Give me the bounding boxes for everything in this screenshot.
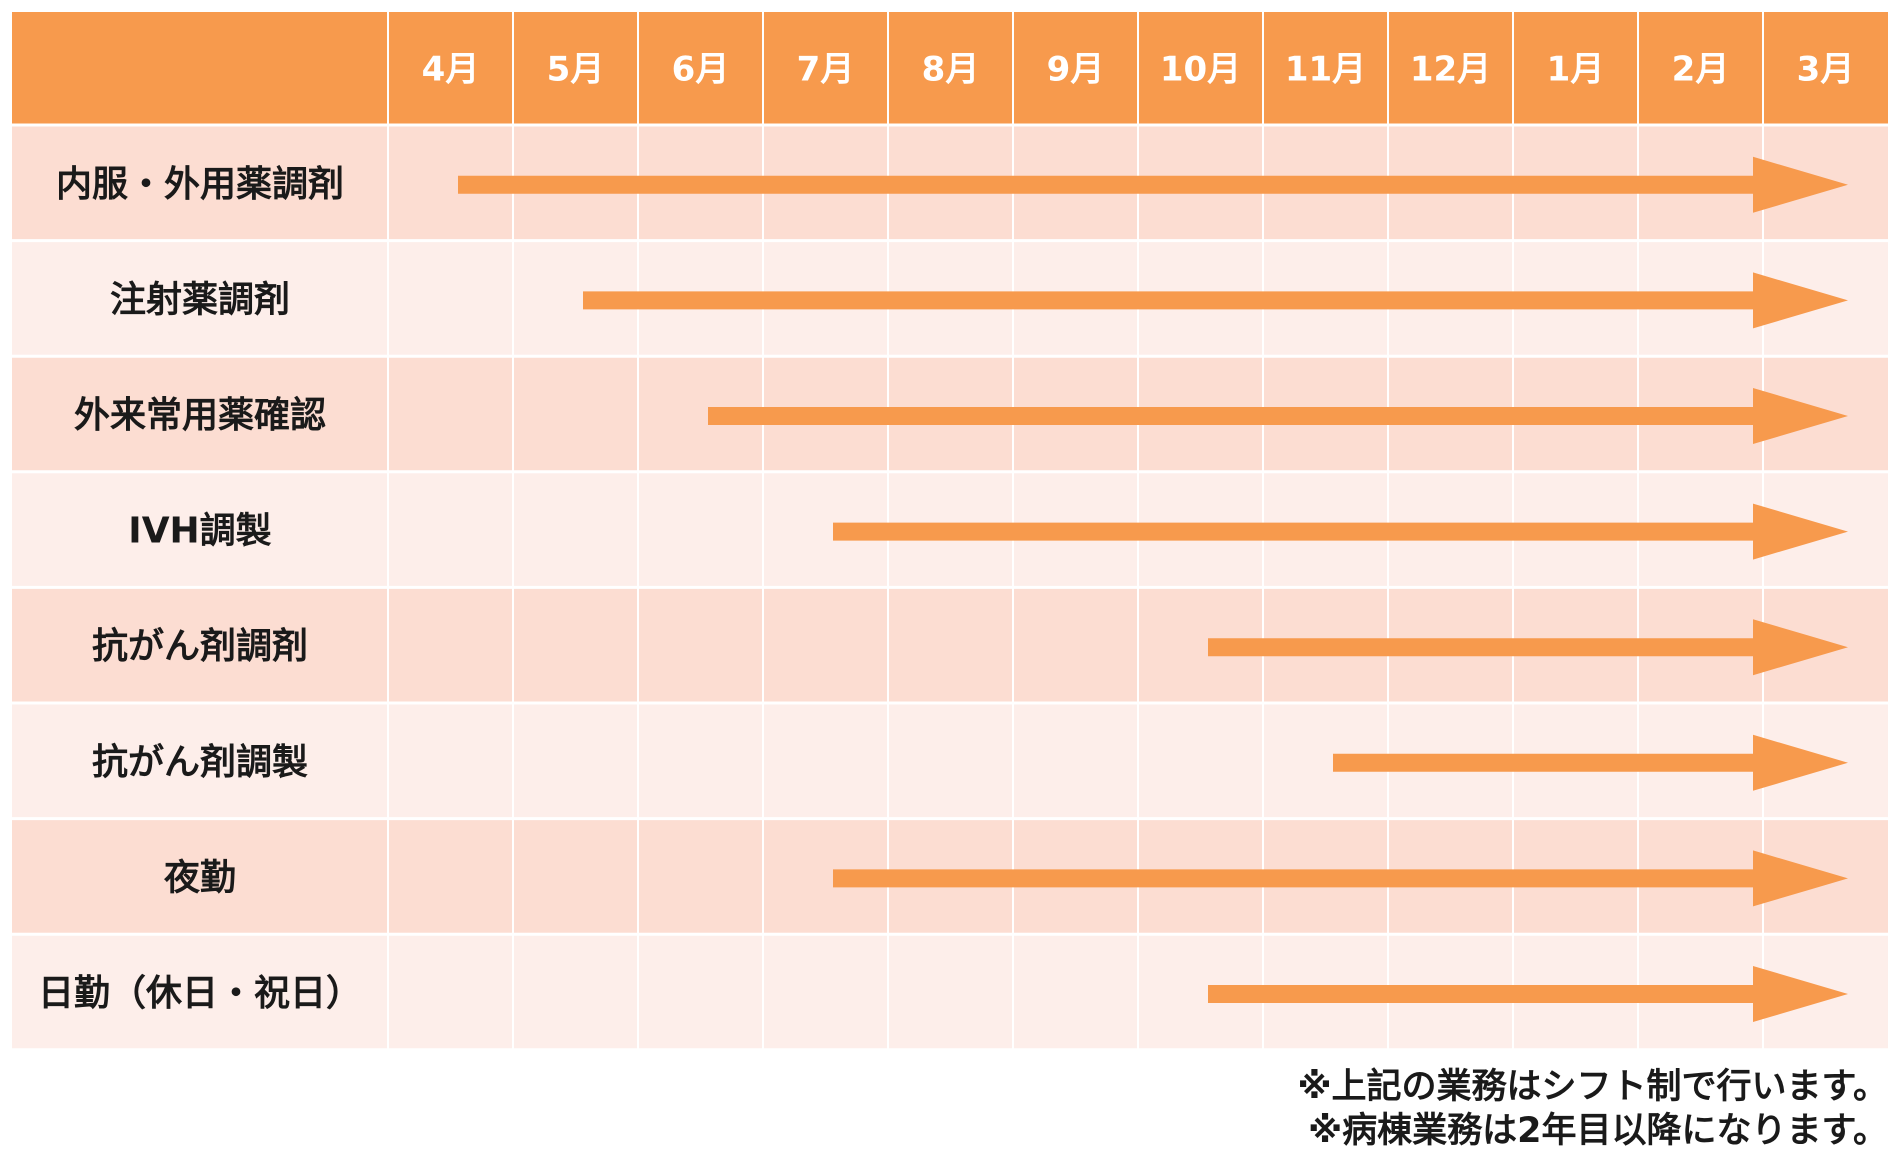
schedule-chart: 4月 5月 6月 7月 8月 9月 10月 11月 12月 1月 2月 3月 内服・外用薬調剤注射薬調…	[12, 12, 1888, 1052]
task-label: 日勤（休日・祝日）	[38, 973, 362, 1014]
month-label: 12月	[1410, 50, 1491, 90]
month-label: 2月	[1672, 50, 1730, 90]
task-arrows	[458, 156, 1848, 1022]
task-arrow	[833, 503, 1848, 560]
header-row: 4月 5月 6月 7月 8月 9月 10月 11月 12月 1月 2月 3月	[12, 12, 1888, 125]
task-arrow	[583, 272, 1848, 329]
task-arrow	[1208, 966, 1848, 1022]
task-label: 抗がん剤調剤	[92, 625, 308, 667]
task-arrow	[458, 156, 1848, 213]
task-arrow	[833, 850, 1848, 907]
month-label: 3月	[1797, 50, 1855, 90]
month-label: 10月	[1160, 50, 1241, 90]
task-arrow	[708, 388, 1848, 444]
task-label: 注射薬調剤	[110, 279, 290, 320]
task-label: 夜勤	[163, 857, 236, 898]
month-label: 9月	[1047, 50, 1105, 90]
header-background	[12, 12, 1888, 125]
month-label: 5月	[547, 50, 605, 90]
month-label: 4月	[422, 50, 480, 90]
month-label: 7月	[797, 50, 855, 90]
note-ward: ※病棟業務は2年目以降になります。	[1308, 1111, 1888, 1151]
task-label: 外来常用薬確認	[74, 395, 326, 436]
task-arrow	[1208, 619, 1848, 676]
task-label: IVH調製	[128, 511, 271, 552]
task-arrow	[1333, 734, 1848, 791]
month-label: 1月	[1547, 50, 1605, 90]
note-shift: ※上記の業務はシフト制で行います。	[1297, 1067, 1888, 1107]
month-label: 6月	[672, 50, 730, 90]
task-label: 内服・外用薬調剤	[56, 164, 344, 205]
month-label: 11月	[1285, 50, 1366, 90]
task-label: 抗がん剤調製	[92, 741, 308, 783]
month-label: 8月	[922, 50, 980, 90]
